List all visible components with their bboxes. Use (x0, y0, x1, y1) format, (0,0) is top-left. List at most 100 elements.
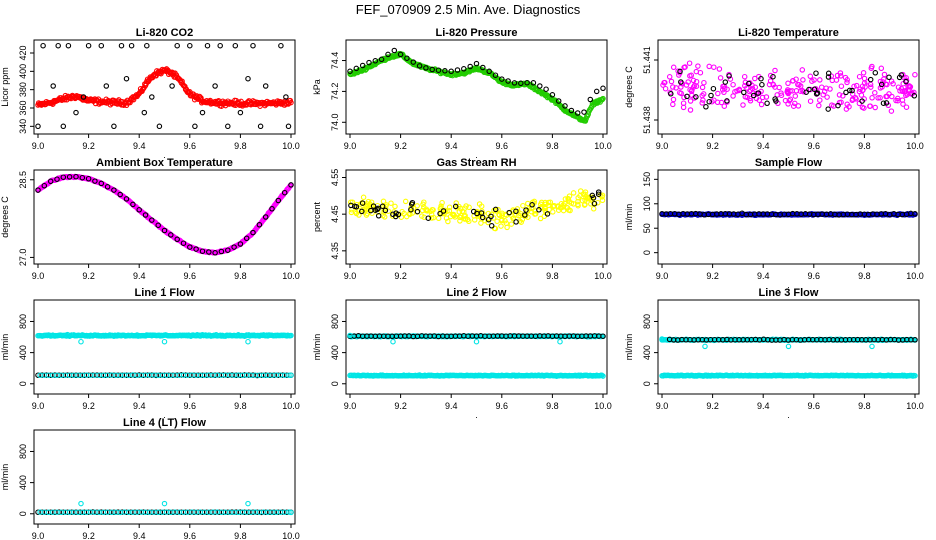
data-point (793, 88, 800, 94)
y-axis: 0 50 100 150 (642, 172, 658, 255)
series-cyan-outliers (347, 332, 563, 345)
data-point (759, 94, 766, 101)
data-point (889, 93, 895, 100)
data-point (888, 108, 895, 114)
data-point (380, 198, 387, 205)
data-point (600, 85, 606, 92)
x-tick-label: 9.0 (656, 271, 669, 281)
x-axis-mark: . (163, 150, 166, 160)
x-tick-label: 9.2 (706, 271, 719, 281)
y-tick-label: 51.438 (642, 106, 652, 134)
data-point (806, 86, 812, 93)
data-point (488, 213, 494, 220)
series-black (35, 42, 292, 130)
data-point (446, 204, 453, 210)
data-point (104, 184, 111, 190)
x-tick-label: 9.0 (32, 531, 45, 540)
x-tick-label: 9.4 (445, 271, 458, 281)
data-point (245, 338, 251, 345)
data-point (353, 65, 360, 72)
data-point (410, 59, 417, 65)
x-axis: 9.0 9.2 9.4 9.6 9.8 10.0. (656, 134, 924, 160)
data-point (123, 196, 130, 202)
data-point (180, 240, 187, 246)
data-point (693, 94, 699, 100)
x-tick-label: 10.0 (906, 401, 924, 411)
data-point (838, 73, 844, 79)
data-point (709, 98, 715, 105)
data-point (583, 116, 589, 122)
data-point (825, 106, 831, 112)
data-point (144, 42, 150, 49)
data-point (504, 224, 510, 231)
y-tick-label: 150 (642, 172, 652, 187)
x-tick-label: 9.0 (32, 271, 45, 281)
y-axis: 4.35 4.45 4.55 (330, 169, 346, 260)
x-tick-label: 9.8 (546, 141, 559, 151)
data-point (755, 90, 761, 96)
data-point (792, 100, 798, 107)
data-point (706, 63, 712, 70)
data-point (515, 212, 522, 219)
x-tick-label: 9.4 (133, 531, 146, 540)
data-points (347, 332, 606, 379)
data-point (508, 221, 515, 227)
data-point (414, 208, 421, 215)
data-point (872, 90, 878, 96)
panel-title: Line 2 Flow (447, 287, 507, 299)
data-point (772, 96, 778, 102)
x-tick-label: 10.0 (594, 401, 612, 411)
plot-frame (345, 299, 608, 395)
data-point (890, 81, 896, 87)
data-point (877, 95, 883, 101)
data-point (763, 94, 770, 100)
data-point (392, 213, 399, 220)
x-axis: 9.0 9.2 9.4 9.6 9.8 10.0. (32, 264, 300, 290)
data-point (741, 89, 747, 96)
data-point (518, 80, 524, 87)
data-point (286, 509, 292, 515)
data-point (557, 338, 563, 345)
y-tick-label: 800 (330, 314, 340, 329)
data-point (231, 244, 237, 250)
data-point (262, 83, 269, 89)
data-point (903, 78, 909, 85)
data-point (286, 372, 292, 378)
data-point (690, 77, 697, 84)
data-point (269, 206, 275, 212)
data-point (423, 207, 429, 214)
x-tick-label: 9.6 (496, 401, 509, 411)
data-point (726, 73, 732, 79)
data-point (348, 199, 354, 205)
data-point (869, 343, 875, 350)
panel-title: Li-820 Pressure (436, 27, 518, 39)
data-point (382, 207, 389, 214)
data-point (582, 189, 589, 195)
data-point (903, 104, 910, 110)
data-point (174, 236, 180, 243)
y-tick-label: 800 (18, 314, 28, 329)
series-magenta (660, 60, 918, 114)
data-point (467, 63, 473, 70)
data-point (461, 66, 467, 72)
data-point (543, 86, 549, 92)
y-tick-label: 340 (18, 119, 28, 134)
data-point (35, 123, 41, 130)
data-point (844, 77, 850, 83)
data-point (442, 68, 448, 74)
data-point (366, 59, 372, 66)
y-tick-label: 800 (18, 444, 28, 459)
data-point (759, 81, 765, 88)
data-point (359, 208, 365, 215)
data-point (98, 42, 105, 49)
data-point (547, 199, 554, 205)
x-tick-label: 9.8 (234, 531, 247, 540)
data-point (187, 244, 193, 250)
data-point (599, 197, 606, 204)
data-point (388, 200, 394, 206)
series-cyan-low (347, 372, 606, 379)
data-point (793, 76, 799, 82)
data-point (351, 203, 358, 210)
data-point (878, 65, 885, 72)
data-points (660, 60, 918, 114)
